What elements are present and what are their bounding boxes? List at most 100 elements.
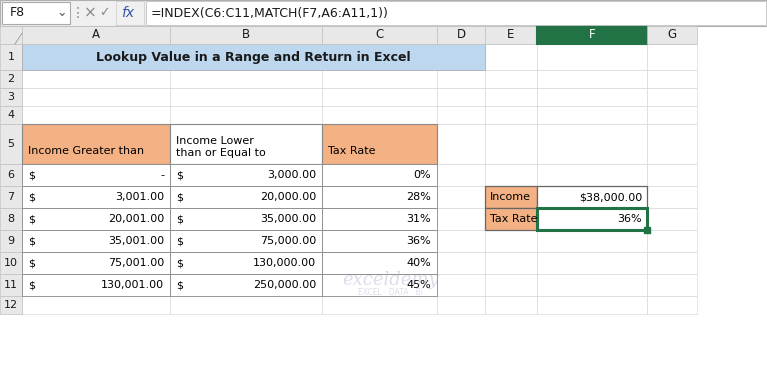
Bar: [322, 106, 437, 124]
Text: 20,000.00: 20,000.00: [260, 192, 316, 202]
Bar: [647, 186, 697, 208]
Text: G: G: [667, 28, 676, 41]
Text: than or Equal to: than or Equal to: [176, 148, 265, 158]
Bar: [485, 252, 537, 274]
Bar: [322, 124, 437, 164]
Text: ×: ×: [84, 5, 97, 21]
Bar: [647, 274, 697, 296]
Text: 11: 11: [4, 280, 18, 290]
Bar: [0, 70, 22, 88]
Bar: [485, 186, 537, 208]
Bar: [537, 26, 647, 44]
Bar: [322, 186, 437, 208]
Bar: [537, 70, 647, 88]
Bar: [116, 1, 144, 25]
Text: 75,000.00: 75,000.00: [260, 236, 316, 246]
Bar: [322, 70, 437, 88]
Text: 250,000.00: 250,000.00: [253, 280, 316, 290]
Text: 35,000.00: 35,000.00: [260, 214, 316, 224]
Bar: [0, 88, 22, 106]
Text: $: $: [176, 170, 183, 180]
Bar: [322, 44, 437, 70]
Text: $: $: [28, 170, 35, 180]
Bar: [537, 186, 647, 208]
Text: 130,000.00: 130,000.00: [253, 258, 316, 268]
Bar: [322, 164, 437, 186]
Text: A: A: [92, 28, 100, 41]
Bar: [170, 124, 322, 164]
Bar: [0, 0, 767, 26]
Bar: [22, 186, 170, 208]
Text: $: $: [176, 214, 183, 224]
Text: F8: F8: [10, 7, 25, 20]
Text: -: -: [160, 170, 164, 180]
Bar: [537, 88, 647, 106]
Bar: [22, 70, 170, 88]
Bar: [22, 186, 170, 208]
Bar: [485, 124, 537, 164]
Text: 3,000.00: 3,000.00: [267, 170, 316, 180]
Bar: [537, 186, 647, 208]
Bar: [22, 44, 485, 70]
Text: B: B: [242, 28, 250, 41]
Bar: [0, 252, 22, 274]
Bar: [437, 186, 485, 208]
Bar: [537, 164, 647, 186]
Bar: [647, 106, 697, 124]
Bar: [22, 252, 170, 274]
Bar: [22, 230, 170, 252]
Bar: [485, 274, 537, 296]
Bar: [647, 208, 697, 230]
Bar: [537, 44, 647, 70]
Bar: [485, 296, 537, 314]
Text: D: D: [456, 28, 466, 41]
Bar: [170, 26, 322, 44]
Bar: [537, 274, 647, 296]
Text: 4: 4: [8, 110, 15, 120]
Text: 35,001.00: 35,001.00: [108, 236, 164, 246]
Bar: [0, 296, 22, 314]
Bar: [485, 106, 537, 124]
Bar: [485, 186, 537, 208]
Bar: [322, 274, 437, 296]
Bar: [537, 296, 647, 314]
Text: F: F: [589, 28, 595, 41]
Text: $: $: [176, 236, 183, 246]
Text: 10: 10: [4, 258, 18, 268]
Text: $: $: [28, 192, 35, 202]
Text: exceldemy: exceldemy: [343, 271, 439, 289]
Bar: [0, 274, 22, 296]
Text: 75,001.00: 75,001.00: [107, 258, 164, 268]
Text: $38,000.00: $38,000.00: [579, 192, 642, 202]
Bar: [22, 124, 170, 164]
Text: 130,001.00: 130,001.00: [101, 280, 164, 290]
Bar: [170, 296, 322, 314]
Text: 36%: 36%: [617, 214, 642, 224]
Text: 2: 2: [8, 74, 15, 84]
Bar: [485, 208, 537, 230]
Bar: [170, 124, 322, 164]
Bar: [22, 106, 170, 124]
Bar: [485, 230, 537, 252]
Bar: [485, 164, 537, 186]
Bar: [437, 124, 485, 164]
Bar: [647, 164, 697, 186]
Bar: [170, 252, 322, 274]
Text: $: $: [28, 236, 35, 246]
Bar: [537, 208, 647, 230]
Bar: [485, 70, 537, 88]
Bar: [0, 208, 22, 230]
Bar: [647, 230, 697, 252]
Bar: [537, 124, 647, 164]
Bar: [322, 88, 437, 106]
Bar: [170, 186, 322, 208]
Bar: [0, 106, 22, 124]
Text: 20,001.00: 20,001.00: [107, 214, 164, 224]
Bar: [322, 230, 437, 252]
Bar: [437, 44, 485, 70]
Bar: [22, 208, 170, 230]
Bar: [170, 44, 322, 70]
Bar: [22, 230, 170, 252]
Bar: [322, 274, 437, 296]
Bar: [537, 252, 647, 274]
